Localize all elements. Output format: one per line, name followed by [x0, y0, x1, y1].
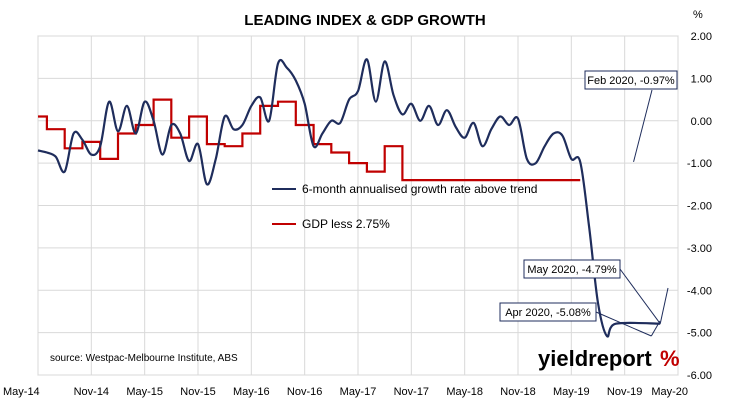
x-tick-label: May-20 — [651, 386, 688, 398]
x-tick-label: May-19 — [553, 386, 590, 398]
x-tick-label: Nov-18 — [500, 386, 535, 398]
annotation-leader — [659, 287, 669, 324]
y-tick-label: -1.00 — [687, 158, 712, 170]
source-note: source: Westpac-Melbourne Institute, ABS — [50, 353, 238, 364]
x-tick-label: May-17 — [340, 386, 377, 398]
series-group — [37, 58, 661, 338]
x-tick-label: Nov-17 — [394, 386, 429, 398]
brand-logo: yieldreport % — [538, 346, 680, 371]
x-tick-label: Nov-14 — [74, 386, 109, 398]
annotation-leader — [595, 311, 652, 337]
legend-label-gdp: GDP less 2.75% — [302, 217, 390, 231]
x-tick-label: May-15 — [126, 386, 163, 398]
y-tick-label: -5.00 — [687, 328, 712, 340]
chart-title: LEADING INDEX & GDP GROWTH — [244, 12, 485, 29]
annotation-box — [499, 302, 597, 322]
legend-label-leading-index: 6-month annualised growth rate above tre… — [302, 182, 537, 196]
brand-percent-symbol: % — [660, 346, 680, 371]
x-tick-label: May-14 — [3, 386, 40, 398]
y-tick-label: -2.00 — [687, 201, 712, 213]
series-line-gdp — [38, 98, 581, 182]
x-tick-label: May-16 — [233, 386, 270, 398]
y-tick-label: 1.00 — [691, 73, 712, 85]
annotation-box — [584, 70, 678, 90]
y-tick-label: -6.00 — [687, 370, 712, 382]
annotation-label: Feb 2020, -0.97% — [587, 75, 675, 87]
brand-name: yieldreport — [538, 346, 652, 371]
x-tick-label: Nov-16 — [287, 386, 322, 398]
y-tick-label: -4.00 — [687, 285, 712, 297]
y-axis-unit-label: % — [693, 9, 703, 21]
y-tick-label: 2.00 — [691, 31, 712, 43]
annotations: Feb 2020, -0.97% May 2020, -4.79% Apr 2020… — [499, 70, 678, 337]
x-tick-label: Nov-15 — [180, 386, 215, 398]
y-tick-label: 0.00 — [691, 116, 712, 128]
annotation-leader — [633, 89, 653, 162]
annotation-leader — [619, 268, 661, 325]
annotation-label: Apr 2020, -5.08% — [505, 307, 591, 319]
series-line-leading-index — [37, 58, 661, 338]
y-axis-ticks: 2.00 1.00 0.00 -1.00 -2.00 -3.00 -4.00 -5.00 -6.… — [687, 31, 712, 382]
y-tick-label: -3.00 — [687, 243, 712, 255]
annotation-box — [523, 259, 621, 279]
annotation-leader — [650, 320, 661, 337]
gridlines — [37, 35, 679, 376]
x-tick-label: Nov-19 — [607, 386, 642, 398]
x-tick-label: May-18 — [446, 386, 483, 398]
annotation-label: May 2020, -4.79% — [527, 264, 616, 276]
x-axis-ticks: May-14 Nov-14 May-15 Nov-15 May-16 Nov-16 May-… — [3, 386, 688, 398]
legend: 6-month annualised growth rate above tre… — [272, 182, 537, 231]
